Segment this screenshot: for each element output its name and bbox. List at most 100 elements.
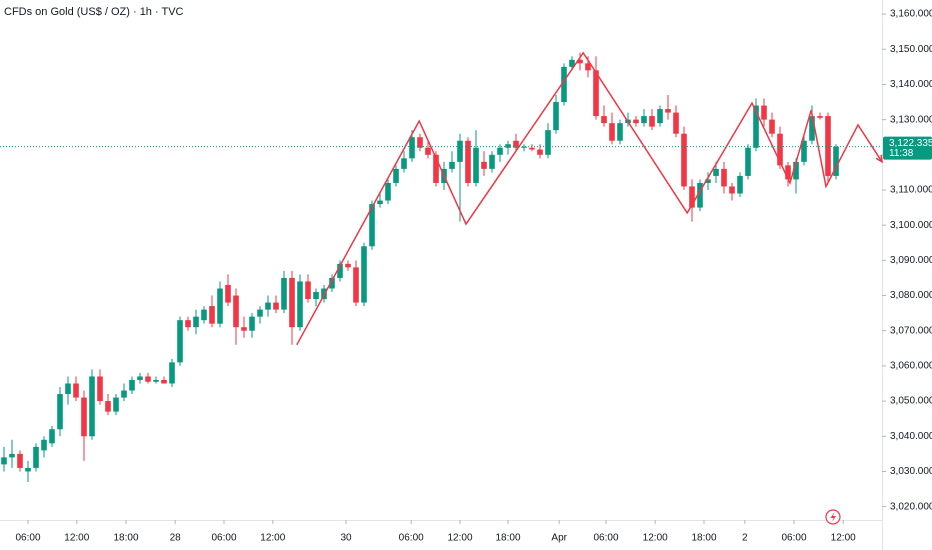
candle-body	[425, 147, 431, 155]
candle-body	[289, 277, 295, 328]
candle-body	[393, 168, 399, 183]
x-tick-label: 12:00	[643, 533, 668, 544]
candle-body	[729, 186, 735, 194]
candle-body	[329, 277, 335, 289]
candle-body	[281, 277, 287, 310]
candle-body	[745, 147, 751, 176]
candle-body	[793, 161, 799, 180]
candle-body	[673, 112, 679, 134]
candle-body	[641, 116, 647, 124]
y-tick-label: 3,100.000	[890, 220, 932, 231]
candle-body	[361, 246, 367, 303]
candle-body	[345, 263, 351, 268]
candle-body	[193, 316, 199, 328]
candle-body	[145, 376, 151, 382]
alert-icon[interactable]	[825, 509, 841, 525]
candle-body	[633, 119, 639, 124]
candle-body	[249, 316, 255, 331]
candle-body	[57, 394, 63, 430]
candle-body	[433, 154, 439, 183]
candle-body	[473, 147, 479, 183]
candle-body	[705, 179, 711, 183]
candle-body	[305, 281, 311, 300]
countdown-label: 11:38	[889, 148, 914, 159]
x-tick-label: 06:00	[211, 533, 236, 544]
candle-body	[209, 306, 215, 324]
candle-body	[17, 453, 23, 468]
candle-body	[785, 165, 791, 180]
candle-body	[497, 147, 503, 155]
candle-body	[609, 123, 615, 141]
candle-body	[153, 379, 159, 382]
candle-body	[537, 149, 543, 155]
y-tick-label: 3,080.000	[890, 290, 932, 301]
candle-body	[697, 182, 703, 208]
zigzag-arrowhead	[875, 154, 883, 164]
candle-body	[417, 137, 423, 148]
y-tick-label: 3,050.000	[890, 396, 932, 407]
candle-body	[185, 320, 191, 328]
y-tick-label: 3,140.000	[890, 79, 932, 90]
y-tick-label: 3,110.000	[890, 185, 932, 196]
y-tick-label: 3,160.000	[890, 9, 932, 20]
candle-body	[241, 327, 247, 331]
candle-body	[777, 133, 783, 166]
x-tick-label: 12:00	[831, 533, 856, 544]
candle-body	[1, 457, 7, 465]
candle-body	[465, 140, 471, 183]
candle-body	[409, 137, 415, 159]
candle-body	[129, 379, 135, 391]
candle-body	[601, 116, 607, 124]
candle-body	[449, 161, 455, 169]
y-tick-label: 3,150.000	[890, 44, 932, 55]
x-tick-label: 12:00	[64, 533, 89, 544]
alert-bolt[interactable]	[830, 512, 837, 522]
candle-body	[297, 281, 303, 328]
candle-body	[489, 154, 495, 169]
candle-body	[41, 439, 47, 451]
candle-body	[49, 429, 55, 444]
candle-body	[817, 116, 823, 118]
x-tick-label: 2	[742, 533, 748, 544]
candle-body	[657, 109, 663, 124]
candle-body	[649, 116, 655, 127]
candle-body	[353, 267, 359, 303]
y-tick-label: 3,030.000	[890, 466, 932, 477]
candle-body	[681, 133, 687, 187]
candle-body	[25, 467, 31, 472]
x-tick-label: 18:00	[691, 533, 716, 544]
y-tick-label: 3,070.000	[890, 325, 932, 336]
candle-body	[9, 453, 15, 458]
candle-body	[73, 383, 79, 398]
y-tick-label: 3,040.000	[890, 431, 932, 442]
candle-body	[825, 116, 831, 176]
candle-body	[225, 284, 231, 303]
candle-body	[137, 376, 143, 380]
candle-body	[169, 362, 175, 384]
candle-body	[385, 182, 391, 201]
x-tick-label: Apr	[551, 533, 567, 544]
y-tick-label: 3,130.000	[890, 114, 932, 125]
y-tick-label: 3,090.000	[890, 255, 932, 266]
candle-body	[257, 309, 263, 317]
candle-body	[553, 102, 559, 131]
candle-body	[177, 320, 183, 363]
candle-body	[593, 70, 599, 117]
candle-body	[801, 140, 807, 162]
candle-body	[377, 200, 383, 205]
candle-body	[233, 295, 239, 328]
x-tick-label: 30	[340, 533, 352, 544]
candle-body	[81, 397, 87, 437]
y-tick-label: 3,020.000	[890, 501, 932, 512]
x-tick-label: 18:00	[113, 533, 138, 544]
candle-body	[265, 302, 271, 310]
x-tick-label: 12:00	[260, 533, 285, 544]
candle-body	[809, 116, 815, 141]
candle-body	[713, 168, 719, 176]
zigzag-line	[296, 51, 883, 346]
candle-body	[761, 105, 767, 120]
candle-body	[113, 397, 119, 412]
candle-body	[521, 146, 527, 148]
candle-body	[577, 59, 583, 64]
